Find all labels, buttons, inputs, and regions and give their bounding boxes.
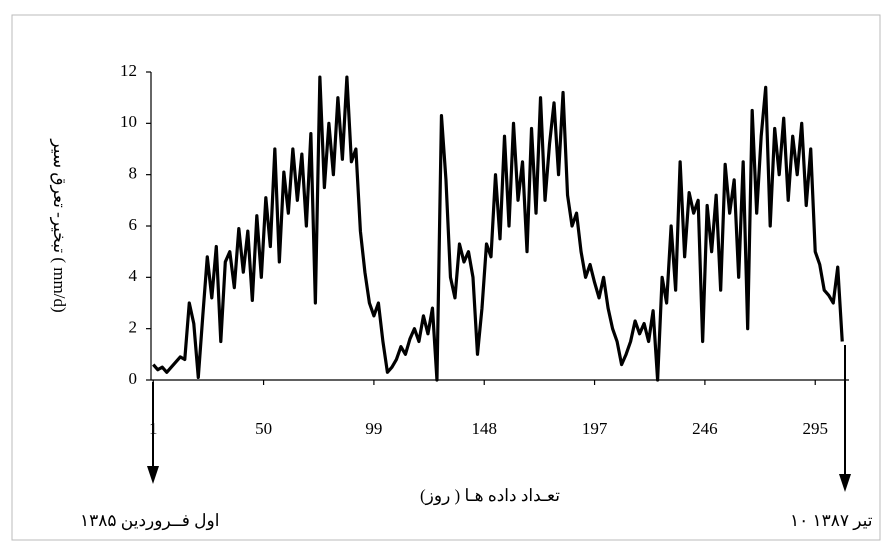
x-tick-label: 1 bbox=[149, 419, 158, 438]
chart-border bbox=[11, 14, 881, 541]
annotation: اول فــروردین ۱۳۸۵ bbox=[80, 511, 219, 531]
x-tick-label: 295 bbox=[802, 419, 828, 438]
annotation: ۱۰ تیر ۱۳۸۷ bbox=[790, 511, 873, 531]
x-tick-label: 50 bbox=[255, 419, 272, 438]
x-tick-label: 148 bbox=[471, 419, 497, 438]
y-tick-label: 4 bbox=[129, 266, 138, 285]
x-tick-label: 246 bbox=[692, 419, 718, 438]
data-line bbox=[152, 75, 844, 382]
y-tick-label: 8 bbox=[129, 164, 138, 183]
y-axis-label: تبخیر- تعرق سیر ( mm/d) bbox=[49, 138, 69, 312]
x-tick-label: 99 bbox=[365, 419, 382, 438]
x-tick-label: 197 bbox=[582, 419, 608, 438]
arrow-head bbox=[839, 474, 851, 492]
x-axis-label: تعـداد داده هـا ( روز) bbox=[420, 486, 560, 506]
y-tick-label: 2 bbox=[129, 318, 138, 337]
y-tick-label: 12 bbox=[120, 61, 137, 80]
y-tick-label: 6 bbox=[129, 215, 138, 234]
arrow-head bbox=[147, 466, 159, 484]
y-tick-label: 10 bbox=[120, 112, 137, 131]
y-tick-label: 0 bbox=[129, 369, 138, 388]
